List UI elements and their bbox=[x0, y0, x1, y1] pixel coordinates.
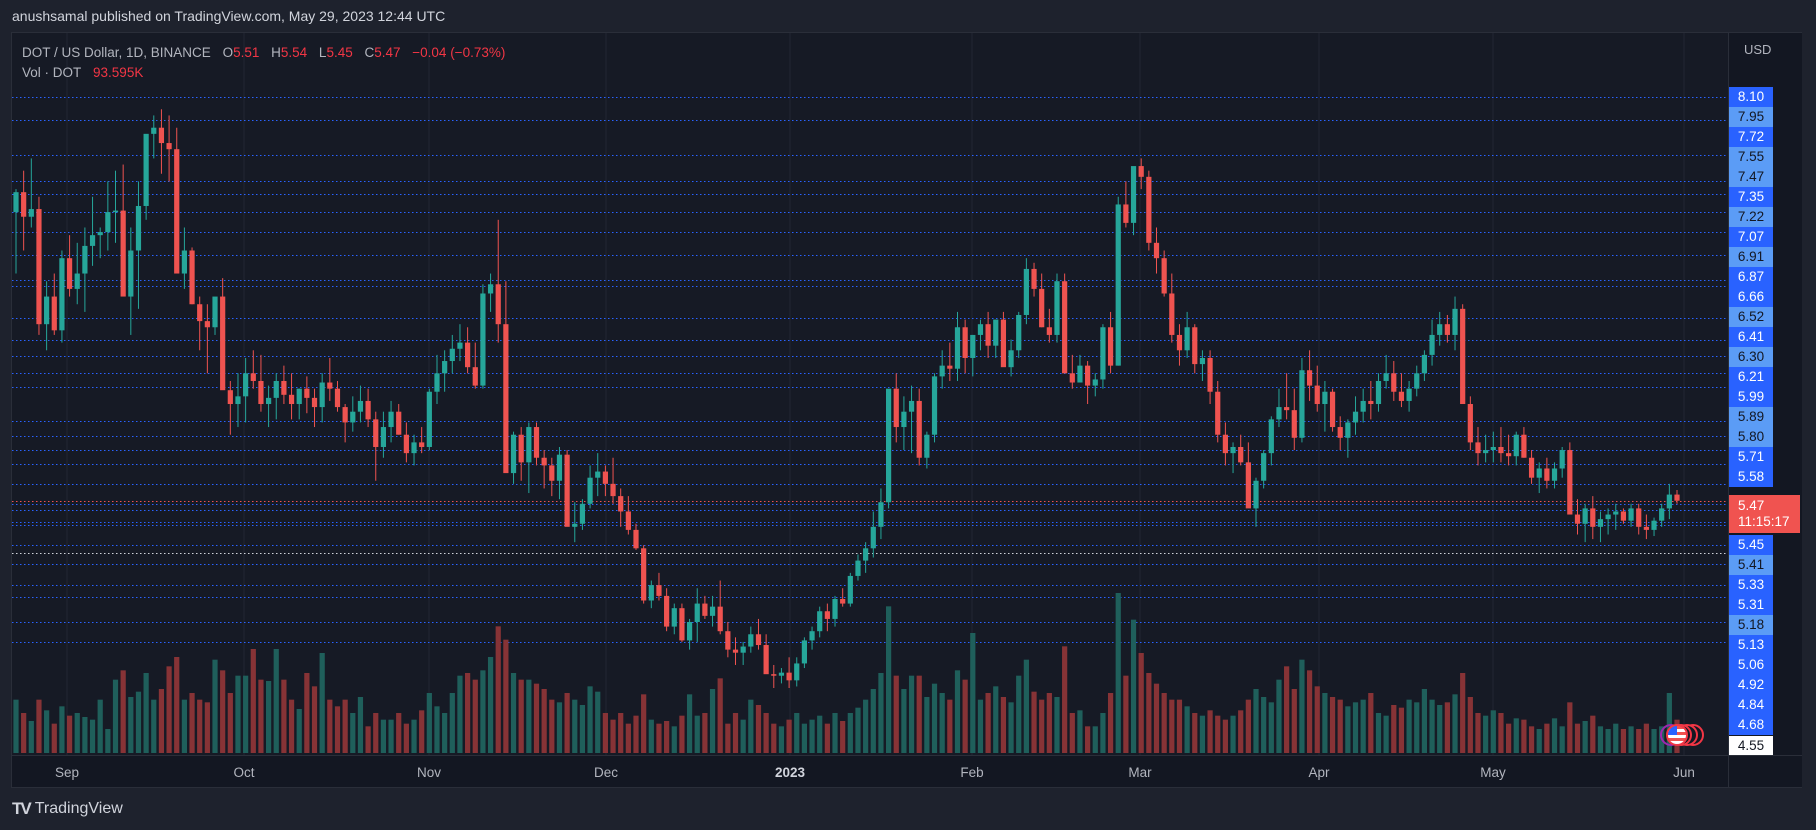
price-level-label: 5.58 bbox=[1729, 467, 1773, 487]
current-price-value: 5.47 bbox=[1738, 498, 1765, 513]
price-level-label: 5.18 bbox=[1729, 615, 1773, 635]
time-axis[interactable]: Sep Oct Nov Dec 2023 Feb Mar Apr May Jun bbox=[12, 755, 1728, 787]
ohlc-legend-row[interactable]: DOT / US Dollar, 1D, BINANCE O5.51 H5.54… bbox=[22, 43, 505, 63]
high-label: H bbox=[271, 45, 281, 60]
tradingview-logo[interactable]: TV TradingView bbox=[12, 799, 123, 819]
time-tick-mar: Mar bbox=[1128, 765, 1152, 780]
price-level-label: 4.68 bbox=[1729, 715, 1773, 735]
symbol-title[interactable]: DOT / US Dollar, 1D, BINANCE bbox=[22, 45, 211, 60]
close-label: C bbox=[364, 45, 375, 60]
price-level-label: 6.66 bbox=[1729, 287, 1773, 307]
price-level-label: 5.71 bbox=[1729, 447, 1773, 467]
price-level-label: 6.91 bbox=[1729, 247, 1773, 267]
high-value: 5.54 bbox=[280, 45, 308, 60]
time-tick-may: May bbox=[1480, 765, 1506, 780]
time-tick-2023: 2023 bbox=[774, 765, 806, 780]
price-level-label: 5.13 bbox=[1729, 635, 1773, 655]
currency-label[interactable]: USD bbox=[1744, 42, 1772, 57]
open-value: 5.51 bbox=[233, 45, 260, 60]
price-level-label: 5.31 bbox=[1729, 595, 1773, 615]
current-price-badge: 5.47 11:15:17 bbox=[1729, 495, 1800, 533]
price-level-label: 7.72 bbox=[1729, 127, 1773, 147]
price-level-label: 7.55 bbox=[1729, 147, 1773, 167]
low-label: L bbox=[318, 45, 327, 60]
time-tick-dec: Dec bbox=[593, 765, 619, 780]
price-level-label: 4.92 bbox=[1729, 675, 1773, 695]
tradingview-logo-text: TradingView bbox=[34, 800, 123, 817]
close-value: 5.47 bbox=[374, 45, 401, 60]
price-level-label: 5.33 bbox=[1729, 575, 1773, 595]
price-level-label: 5.45 bbox=[1729, 535, 1773, 555]
price-level-label: 7.35 bbox=[1729, 187, 1773, 207]
time-tick-nov: Nov bbox=[416, 765, 442, 780]
price-level-label: 5.89 bbox=[1729, 407, 1773, 427]
time-tick-feb: Feb bbox=[960, 765, 984, 780]
published-by-line: anushsamal published on TradingView.com,… bbox=[12, 8, 446, 24]
time-tick-sep: Sep bbox=[54, 765, 80, 780]
volume-value: 93.595K bbox=[93, 65, 144, 80]
axis-corner bbox=[1728, 755, 1802, 787]
chart-plot-area[interactable] bbox=[12, 33, 1728, 755]
price-level-label: 7.95 bbox=[1729, 107, 1773, 127]
volume-label[interactable]: Vol · DOT bbox=[22, 65, 82, 80]
time-tick-jun: Jun bbox=[1673, 765, 1695, 780]
bar-countdown: 11:15:17 bbox=[1738, 514, 1790, 529]
us-flag-icon[interactable] bbox=[1666, 724, 1688, 746]
change-value: −0.04 (−0.73%) bbox=[412, 45, 506, 60]
low-value: 5.45 bbox=[326, 45, 353, 60]
price-level-label: 6.52 bbox=[1729, 307, 1773, 327]
price-level-label: 6.41 bbox=[1729, 327, 1773, 347]
price-level-label: 7.22 bbox=[1729, 207, 1773, 227]
price-level-label: 5.99 bbox=[1729, 387, 1773, 407]
volume-legend-row[interactable]: Vol · DOT 93.595K bbox=[22, 63, 505, 83]
time-tick-oct: Oct bbox=[233, 765, 255, 780]
candlestick-chart[interactable] bbox=[12, 33, 1728, 755]
price-level-label: 5.80 bbox=[1729, 427, 1773, 447]
price-level-label: 7.07 bbox=[1729, 227, 1773, 247]
price-level-label: 6.87 bbox=[1729, 267, 1773, 287]
chart-legend: DOT / US Dollar, 1D, BINANCE O5.51 H5.54… bbox=[22, 43, 505, 83]
price-level-label: 6.21 bbox=[1729, 367, 1773, 387]
tradingview-logo-icon: TV bbox=[12, 799, 32, 818]
price-level-label: 5.41 bbox=[1729, 555, 1773, 575]
price-level-label: 4.55 bbox=[1729, 736, 1773, 756]
price-level-label: 4.84 bbox=[1729, 695, 1773, 715]
price-level-label: 8.10 bbox=[1729, 87, 1773, 107]
price-level-label: 6.30 bbox=[1729, 347, 1773, 367]
economic-events[interactable] bbox=[1660, 724, 1730, 748]
open-label: O bbox=[222, 45, 234, 60]
price-level-label: 5.06 bbox=[1729, 655, 1773, 675]
price-level-label: 7.47 bbox=[1729, 167, 1773, 187]
time-tick-apr: Apr bbox=[1308, 765, 1330, 780]
